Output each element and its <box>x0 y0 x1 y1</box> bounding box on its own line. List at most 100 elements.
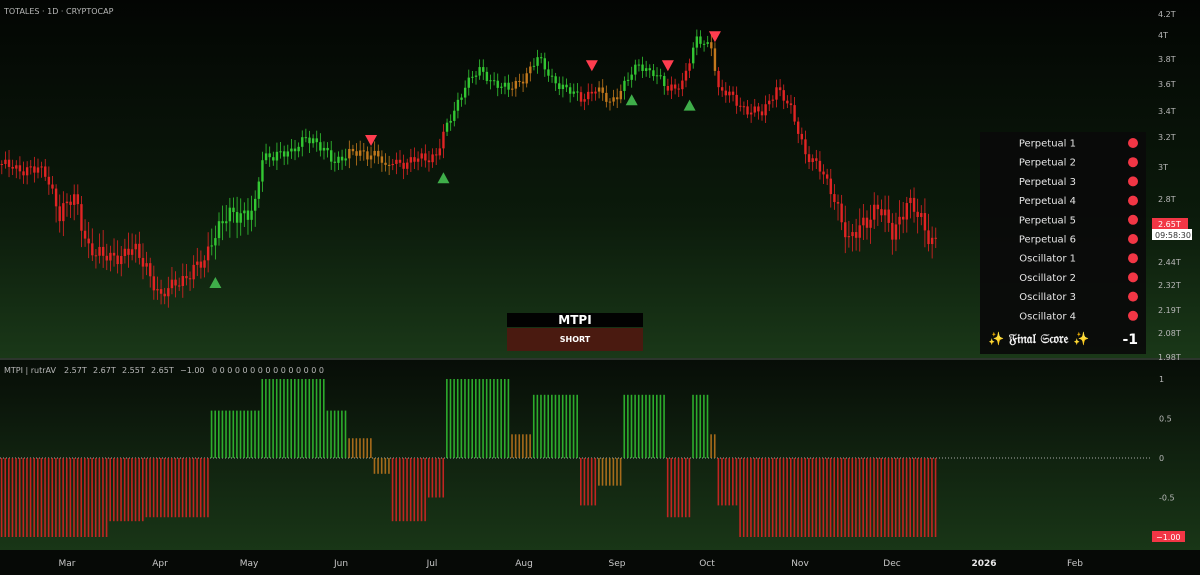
price-candle <box>818 151 822 180</box>
price-axis-label: 2.8T <box>1158 195 1176 204</box>
oscillator-bar <box>149 458 151 518</box>
score-panel-background <box>980 132 1146 354</box>
indicator-value: 2.55T <box>122 366 145 375</box>
oscillator-bar <box>348 438 350 458</box>
price-candle <box>40 161 43 178</box>
price-candle <box>471 71 474 84</box>
oscillator-bar <box>887 458 890 537</box>
oscillator-bar <box>565 394 568 458</box>
oscillator-bar <box>134 458 137 522</box>
oscillator-bar <box>203 458 206 518</box>
oscillator-bar <box>478 379 481 458</box>
oscillator-bar <box>551 394 553 458</box>
price-candle <box>239 198 242 236</box>
oscillator-bar <box>225 410 227 458</box>
price-candle <box>677 83 680 98</box>
oscillator-value-tag-text: −1.00 <box>1156 533 1181 542</box>
oscillator-bar <box>601 458 604 486</box>
price-candle <box>134 234 137 263</box>
oscillator-bar <box>308 379 311 458</box>
oscillator-bar <box>406 458 408 522</box>
price-candle <box>293 139 297 161</box>
indicator-value: 2.67T <box>93 366 116 375</box>
oscillator-bar <box>294 379 296 458</box>
price-candle <box>833 184 836 210</box>
price-candle <box>844 205 847 254</box>
oscillator-bar <box>167 458 169 518</box>
oscillator-bar <box>4 458 7 537</box>
oscillator-bar <box>627 394 629 458</box>
price-candle <box>923 198 927 248</box>
oscillator-bar <box>283 379 285 458</box>
price-candle <box>387 155 391 176</box>
oscillator-bar <box>11 458 14 537</box>
price-candle <box>348 140 351 169</box>
price-candle <box>163 287 166 305</box>
price-candle <box>807 146 811 169</box>
oscillator-value-tag-background <box>1152 531 1185 542</box>
oscillator-bar <box>623 394 626 458</box>
price-candle <box>699 30 702 48</box>
price-candle <box>373 141 376 164</box>
final-score-label: ✨ 𝔉𝔦𝔫𝔞𝔩 𝔖𝔠𝔬𝔯𝔢 ✨ <box>988 331 1089 347</box>
oscillator-bar <box>891 458 893 537</box>
signal-markers <box>209 31 721 288</box>
price-candle <box>601 79 604 101</box>
oscillator-bar <box>181 458 184 518</box>
indicator-zeros: 0 0 0 0 0 0 0 0 0 0 0 0 0 0 0 <box>212 366 324 375</box>
sell-signal-marker <box>585 60 598 72</box>
price-candle <box>232 197 235 223</box>
score-status-dot <box>1128 195 1138 206</box>
oscillator-bar <box>37 458 39 537</box>
score-row: Perpetual 5 <box>1019 214 1138 226</box>
price-candle <box>811 154 814 171</box>
price-candle <box>847 220 851 248</box>
price-candle <box>254 190 257 227</box>
oscillator-bar <box>880 458 883 537</box>
price-candle <box>822 164 825 184</box>
oscillator-bar <box>456 379 459 458</box>
price-candle <box>623 76 626 100</box>
price-candle <box>0 160 4 175</box>
score-row-label: Perpetual 4 <box>1019 196 1076 207</box>
price-candle <box>94 248 98 269</box>
price-candle <box>15 160 18 179</box>
price-candle <box>891 213 894 255</box>
oscillator-bar <box>384 458 387 474</box>
price-candle <box>463 80 467 105</box>
score-rows: Perpetual 1 Perpetual 2 Perpetual 3 Perpetu… <box>1019 138 1138 322</box>
price-candle <box>887 195 890 232</box>
score-row: Oscillator 4 <box>1019 310 1138 322</box>
price-axis-label: 4T <box>1158 31 1168 40</box>
oscillator-bar <box>359 438 361 458</box>
oscillator-bar <box>265 379 267 458</box>
oscillator-axis-label: -0.5 <box>1159 494 1175 503</box>
oscillator-bar <box>641 394 644 458</box>
price-candle <box>181 263 184 298</box>
price-candle <box>753 98 756 117</box>
oscillator-bar <box>692 394 694 458</box>
oscillator-axis-label: 1 <box>1159 375 1164 384</box>
oscillator-bar <box>598 458 600 486</box>
price-candle <box>514 77 518 97</box>
price-candle <box>905 196 908 233</box>
price-candle <box>159 279 163 305</box>
price-candle <box>380 150 384 172</box>
price-candle <box>246 198 250 235</box>
price-candle <box>739 97 742 112</box>
price-candle <box>116 240 119 274</box>
price-candle <box>934 227 937 249</box>
oscillator-bar <box>160 458 162 518</box>
price-candle <box>728 85 731 103</box>
oscillator-bar <box>670 458 673 518</box>
price-candle <box>398 150 402 168</box>
score-row: Perpetual 3 <box>1019 176 1138 188</box>
oscillator-bar <box>511 434 513 458</box>
oscillator-bar <box>322 379 325 458</box>
oscillator-bar <box>467 379 470 458</box>
oscillator-bar <box>927 458 930 537</box>
time-axis-label: Sep <box>609 559 626 569</box>
price-candle <box>590 83 594 102</box>
sell-signal-marker <box>708 31 721 43</box>
oscillator-bar <box>333 410 336 458</box>
